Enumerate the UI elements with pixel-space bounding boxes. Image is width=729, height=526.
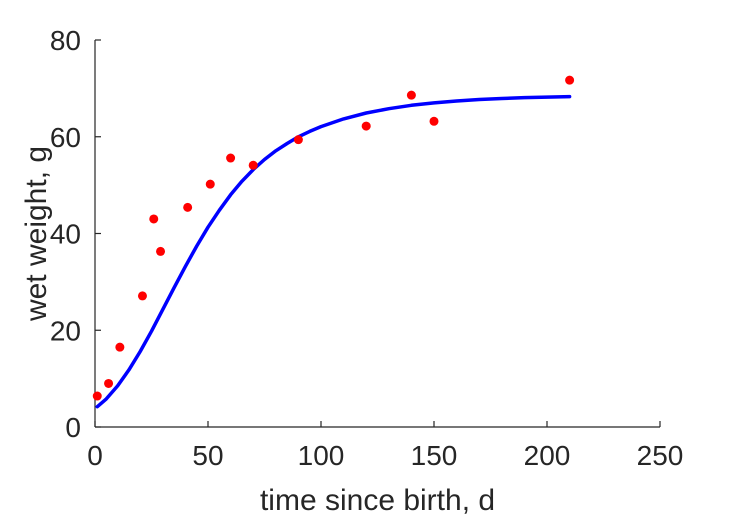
data-point xyxy=(156,246,166,256)
x-tick-label: 200 xyxy=(524,440,571,471)
data-point xyxy=(406,90,416,100)
y-tick-label: 0 xyxy=(65,412,81,443)
data-point xyxy=(205,179,215,189)
y-tick-label: 60 xyxy=(50,122,81,153)
x-tick-label: 150 xyxy=(411,440,458,471)
data-point xyxy=(149,214,159,224)
data-point xyxy=(293,135,303,145)
x-tick-label: 100 xyxy=(298,440,345,471)
y-axis-label: wet weight, g xyxy=(20,146,53,322)
x-tick-label: 250 xyxy=(637,440,684,471)
x-ticks: 0 50 100 150 200 250 xyxy=(87,421,683,471)
data-point xyxy=(361,121,371,131)
data-point xyxy=(226,153,236,163)
x-tick-label: 50 xyxy=(192,440,223,471)
data-point xyxy=(429,116,439,126)
x-tick-label: 0 xyxy=(87,440,103,471)
y-tick-label: 40 xyxy=(50,219,81,250)
data-point xyxy=(92,391,102,401)
y-tick-label: 80 xyxy=(50,25,81,56)
data-point xyxy=(104,378,114,388)
y-tick-label: 20 xyxy=(50,315,81,346)
data-point xyxy=(115,342,125,352)
plot-area: 0 50 100 150 200 250 0 20 40 60 80 xyxy=(50,25,684,471)
y-ticks: 0 20 40 60 80 xyxy=(50,25,101,443)
data-point xyxy=(248,160,258,170)
fit-curve-line xyxy=(95,94,572,409)
data-point xyxy=(137,291,147,301)
data-point xyxy=(565,75,575,85)
series-layer xyxy=(92,75,575,409)
x-axis-label: time since birth, d xyxy=(260,484,495,517)
data-point xyxy=(183,202,193,212)
